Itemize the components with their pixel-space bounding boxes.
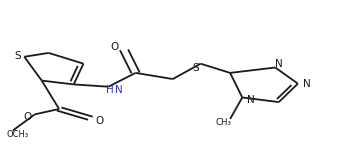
Text: O: O (111, 42, 119, 52)
Text: N: N (275, 59, 283, 69)
Text: N: N (247, 95, 255, 105)
Text: S: S (192, 62, 199, 73)
Text: OCH₃: OCH₃ (7, 130, 29, 139)
Text: O: O (24, 112, 32, 122)
Text: S: S (14, 51, 21, 61)
Text: H: H (106, 85, 114, 95)
Text: N: N (303, 79, 311, 89)
Text: N: N (115, 85, 123, 95)
Text: CH₃: CH₃ (215, 118, 231, 127)
Text: O: O (96, 116, 104, 126)
